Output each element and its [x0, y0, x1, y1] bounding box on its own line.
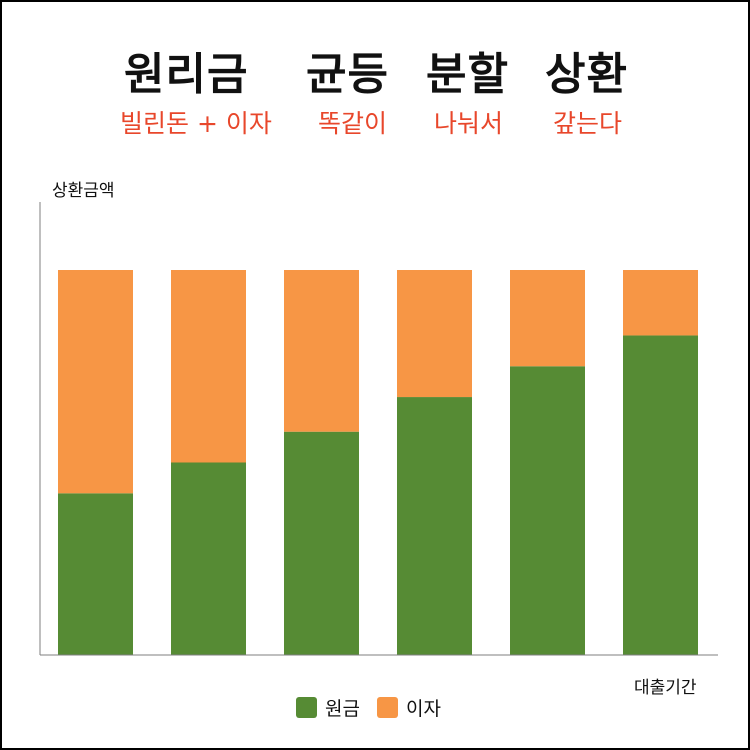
legend-label-interest: 이자: [406, 698, 441, 720]
title-word-3: 분할: [426, 49, 509, 100]
title-word-2: 균등: [306, 49, 389, 100]
bar-interest-2: [171, 270, 246, 463]
chart-title: 원리금 균등 분할 상환: [0, 38, 750, 100]
bar-interest-4: [397, 270, 472, 398]
legend: 원금 이자: [0, 694, 750, 720]
y-axis-title: 상환금액: [52, 181, 115, 201]
title-word-1: 원리금: [124, 49, 249, 100]
bar-principal-1: [58, 493, 133, 655]
legend-swatch-interest: [377, 697, 398, 718]
subtitle-word-3: 나눠서: [434, 109, 504, 138]
legend-swatch-principal: [296, 697, 317, 718]
bar-interest-6: [623, 270, 698, 336]
bar-principal-4: [397, 397, 472, 655]
bar-principal-2: [171, 462, 246, 655]
legend-item-principal: 원금: [296, 694, 360, 721]
subtitle-word-2: 똑같이: [318, 109, 388, 138]
x-axis-title: 대출기간: [634, 678, 697, 698]
bar-interest-3: [284, 270, 359, 432]
bar-interest-5: [510, 270, 585, 367]
title-word-4: 상환: [545, 49, 628, 100]
subtitle-word-1: 빌린돈 + 이자: [120, 109, 272, 138]
legend-label-principal: 원금: [325, 698, 360, 720]
bar-principal-6: [623, 335, 698, 655]
bar-interest-1: [58, 270, 133, 494]
subtitle-word-4: 갚는다: [553, 109, 623, 138]
legend-item-interest: 이자: [377, 694, 441, 721]
bar-principal-3: [284, 431, 359, 655]
bar-principal-5: [510, 366, 585, 655]
